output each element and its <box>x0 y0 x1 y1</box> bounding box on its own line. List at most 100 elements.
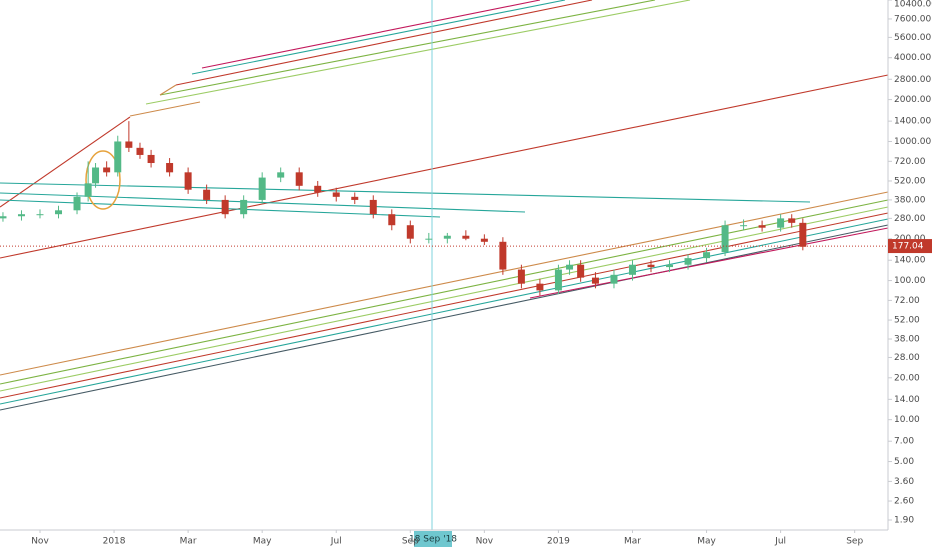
y-tick-label: 10.00 <box>894 415 920 425</box>
trendline <box>0 212 889 399</box>
candle-body <box>425 238 433 240</box>
trendline <box>0 199 889 385</box>
candle-body <box>406 225 414 239</box>
y-tick-label: 7600.00 <box>894 14 931 24</box>
x-tick-label: May <box>253 537 272 547</box>
x-tick-label: May <box>697 537 716 547</box>
trendline <box>145 0 691 105</box>
candle-body <box>554 269 562 291</box>
last-price-label: 177.04 <box>892 242 924 252</box>
y-tick-label: 720.00 <box>894 157 926 167</box>
y-tick-label: 38.00 <box>894 335 920 345</box>
candle-body <box>136 147 144 155</box>
candle-body <box>788 218 796 223</box>
candle-body <box>55 210 63 215</box>
candle-body <box>369 199 377 215</box>
candle-body <box>314 185 322 193</box>
candle-body <box>721 225 729 253</box>
candle-body <box>517 269 525 284</box>
candle-body <box>666 264 674 268</box>
y-tick-label: 7.00 <box>894 437 914 447</box>
crosshair-label-box <box>414 531 452 547</box>
candle-body <box>277 172 285 178</box>
candle-body <box>240 199 248 215</box>
y-tick-label: 520.00 <box>894 176 926 186</box>
candle-body <box>73 196 81 211</box>
candle-body <box>295 172 303 186</box>
y-tick-label: 5600.00 <box>894 33 931 43</box>
candle-body <box>332 192 340 197</box>
trendline <box>0 199 441 218</box>
x-tick-label: Nov <box>31 537 49 547</box>
candle-body <box>499 241 507 270</box>
trendline <box>201 0 541 69</box>
candle-body <box>684 258 692 265</box>
candle-body <box>184 172 192 190</box>
trendline <box>191 0 566 75</box>
trendline <box>0 218 889 405</box>
y-tick-label: 140.00 <box>894 256 926 266</box>
y-tick-label: 72.00 <box>894 296 920 306</box>
x-tick-label: Mar <box>624 537 641 547</box>
y-tick-label: 52.00 <box>894 316 920 326</box>
candle-body <box>647 264 655 268</box>
last-price-box <box>888 239 932 254</box>
candle-body <box>610 274 618 284</box>
y-tick-label: 4000.00 <box>894 53 931 63</box>
trendline <box>0 182 811 203</box>
y-tick-label: 3.60 <box>894 477 914 487</box>
candle-body <box>221 199 229 215</box>
x-tick-label: Sep <box>402 537 419 547</box>
candle-body <box>536 283 544 291</box>
y-tick-label: 2800.00 <box>894 75 931 85</box>
candle-body <box>125 141 133 148</box>
trendline <box>0 74 889 259</box>
trendline <box>0 191 889 376</box>
candle-body <box>591 277 599 284</box>
annotation-circle <box>85 150 121 210</box>
trendline <box>0 224 889 411</box>
trendline <box>129 101 201 117</box>
x-tick-label: Jul <box>330 537 342 547</box>
candle-body <box>577 264 585 278</box>
y-tick-label: 1.90 <box>894 515 914 525</box>
candle-body <box>17 214 25 217</box>
candle-body <box>628 264 636 275</box>
candle-body <box>740 225 748 227</box>
y-tick-label: 1000.00 <box>894 137 931 147</box>
candle-body <box>258 177 266 200</box>
x-tick-label: Sep <box>846 537 863 547</box>
y-tick-label: 20.00 <box>894 373 920 383</box>
candle-body <box>147 154 155 164</box>
y-tick-label: 100.00 <box>894 276 926 286</box>
trendline <box>0 116 131 208</box>
trendline <box>159 84 177 96</box>
candle-body <box>166 163 174 173</box>
y-tick-label: 14.00 <box>894 395 920 405</box>
candle-body <box>92 167 100 184</box>
candle-body <box>103 167 111 173</box>
candle-body <box>114 141 122 173</box>
candle-body <box>758 225 766 228</box>
candle-body <box>84 183 92 197</box>
y-tick-label: 2.60 <box>894 497 914 507</box>
y-tick-label: 2000.00 <box>894 95 931 105</box>
y-tick-label: 10400.00 <box>894 0 932 10</box>
candle-body <box>0 216 7 219</box>
y-tick-label: 1400.00 <box>894 117 931 127</box>
x-tick-label: 2019 <box>547 537 570 547</box>
x-tick-label: Nov <box>476 537 494 547</box>
trendline <box>529 227 889 299</box>
candle-body <box>566 264 574 270</box>
candle-body <box>777 218 785 228</box>
candles <box>0 121 807 296</box>
candle-body <box>36 214 44 216</box>
candle-body <box>351 196 359 200</box>
trendline <box>175 0 593 86</box>
candle-body <box>388 214 396 226</box>
y-tick-label: 280.00 <box>894 214 926 224</box>
x-tick-label: 2018 <box>103 537 126 547</box>
x-tick-label: Mar <box>180 537 197 547</box>
